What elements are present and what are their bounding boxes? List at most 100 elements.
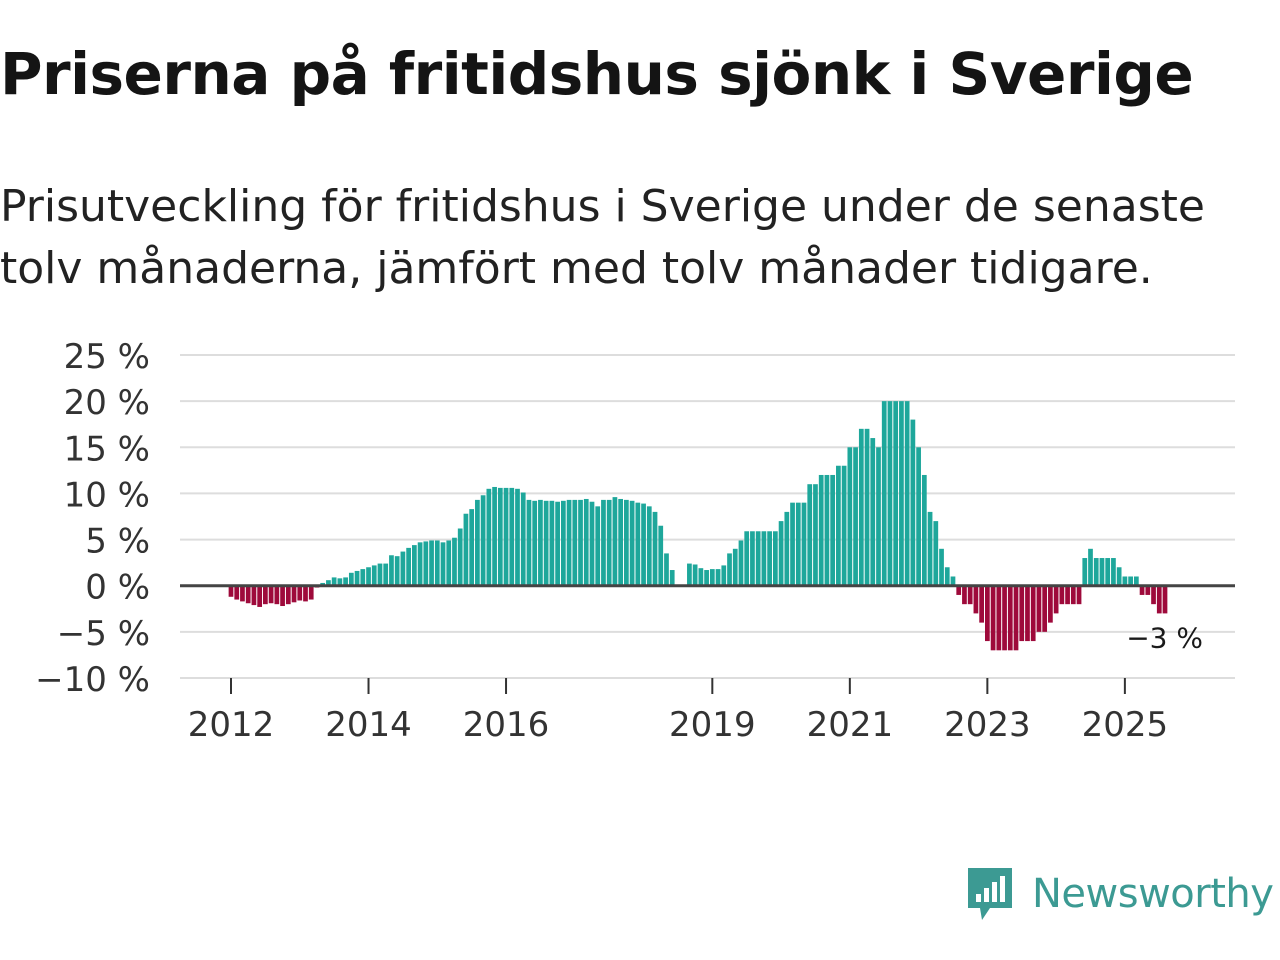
bar bbox=[308, 585, 314, 600]
bar bbox=[841, 465, 847, 586]
bar bbox=[944, 567, 950, 586]
bar bbox=[618, 498, 624, 586]
bar bbox=[967, 585, 973, 605]
bar bbox=[377, 563, 383, 586]
bar bbox=[606, 499, 612, 586]
bar bbox=[996, 585, 1002, 651]
bar bbox=[371, 565, 377, 586]
x-tick-label: 2012 bbox=[188, 705, 275, 745]
y-tick-label: −10 % bbox=[35, 660, 150, 700]
bar bbox=[1093, 558, 1099, 586]
bar bbox=[704, 570, 709, 586]
bar bbox=[1128, 576, 1133, 586]
bar bbox=[629, 500, 635, 586]
bar bbox=[366, 567, 371, 586]
bar bbox=[847, 447, 853, 586]
bar bbox=[245, 585, 251, 604]
bar bbox=[1082, 558, 1088, 586]
bar bbox=[985, 585, 990, 642]
bar bbox=[790, 502, 795, 586]
bar bbox=[251, 585, 257, 606]
bar bbox=[326, 580, 331, 586]
bar bbox=[440, 542, 446, 586]
bar bbox=[389, 555, 394, 586]
bar bbox=[624, 499, 629, 586]
bar bbox=[933, 521, 939, 586]
bar bbox=[858, 428, 864, 586]
bar bbox=[887, 401, 893, 586]
bar bbox=[601, 499, 606, 586]
bar bbox=[417, 542, 423, 586]
bar bbox=[257, 585, 263, 607]
bar bbox=[767, 531, 772, 586]
bar bbox=[721, 565, 727, 586]
bar bbox=[509, 487, 515, 586]
brand-logo: Newsworthy bbox=[964, 864, 1274, 924]
bar bbox=[641, 503, 646, 586]
bar bbox=[801, 502, 807, 586]
bar bbox=[1139, 585, 1145, 595]
last-value-annotation: −3 % bbox=[1126, 621, 1203, 654]
y-tick-label: 20 % bbox=[64, 383, 150, 423]
bar bbox=[864, 428, 870, 586]
bar bbox=[280, 585, 285, 607]
bar bbox=[1065, 585, 1070, 605]
bar bbox=[1162, 585, 1168, 614]
bar bbox=[572, 499, 578, 586]
bar-chart: 25 % 20 % 15 % 10 % 5 % 0 % −5 % −10 % 2012 2014 2… bbox=[35, 337, 1235, 745]
bar bbox=[1105, 558, 1111, 586]
bar bbox=[899, 401, 904, 586]
bar bbox=[497, 487, 503, 586]
bar bbox=[486, 488, 492, 586]
bar bbox=[715, 569, 721, 586]
bar bbox=[1019, 585, 1025, 642]
bar bbox=[836, 465, 841, 586]
bar bbox=[429, 540, 434, 586]
bar bbox=[612, 497, 618, 586]
y-tick-label: 10 % bbox=[64, 475, 150, 515]
bar bbox=[669, 570, 675, 586]
bar bbox=[1007, 585, 1013, 651]
y-tick-label: 5 % bbox=[85, 522, 150, 562]
x-tick-label: 2016 bbox=[463, 705, 550, 745]
bar bbox=[916, 447, 921, 586]
x-tick-label: 2014 bbox=[325, 705, 412, 745]
bar bbox=[463, 513, 469, 586]
bar bbox=[807, 484, 813, 586]
bar bbox=[755, 531, 761, 586]
bar bbox=[1133, 576, 1139, 586]
bar bbox=[658, 525, 664, 586]
chart-title: Priserna på fritidshus sjönk i Sverige bbox=[0, 40, 1194, 108]
bar bbox=[813, 484, 818, 586]
bar bbox=[560, 500, 566, 586]
bar bbox=[939, 548, 944, 586]
bar bbox=[727, 553, 732, 586]
bar bbox=[1099, 558, 1105, 586]
bar bbox=[646, 506, 652, 586]
bar bbox=[921, 474, 927, 586]
bar bbox=[1002, 585, 1007, 651]
bar bbox=[532, 500, 538, 586]
bar bbox=[394, 556, 400, 586]
bar bbox=[337, 578, 343, 586]
bar bbox=[360, 569, 366, 586]
bar bbox=[520, 492, 526, 586]
newsworthy-logo-icon bbox=[968, 868, 1012, 920]
bar bbox=[578, 499, 583, 586]
bar bbox=[664, 553, 669, 586]
x-tick-label: 2023 bbox=[944, 705, 1031, 745]
bar bbox=[990, 585, 996, 651]
bar bbox=[1059, 585, 1065, 605]
bar bbox=[692, 564, 698, 586]
bar bbox=[950, 576, 956, 586]
bar bbox=[589, 501, 595, 586]
bar bbox=[538, 499, 543, 586]
bar bbox=[824, 474, 830, 586]
bar bbox=[927, 511, 933, 586]
bar bbox=[303, 585, 308, 602]
bar bbox=[240, 585, 245, 602]
bar bbox=[732, 548, 738, 586]
bar bbox=[1042, 585, 1048, 632]
bar bbox=[268, 585, 274, 604]
y-tick-label: 25 % bbox=[64, 337, 150, 377]
